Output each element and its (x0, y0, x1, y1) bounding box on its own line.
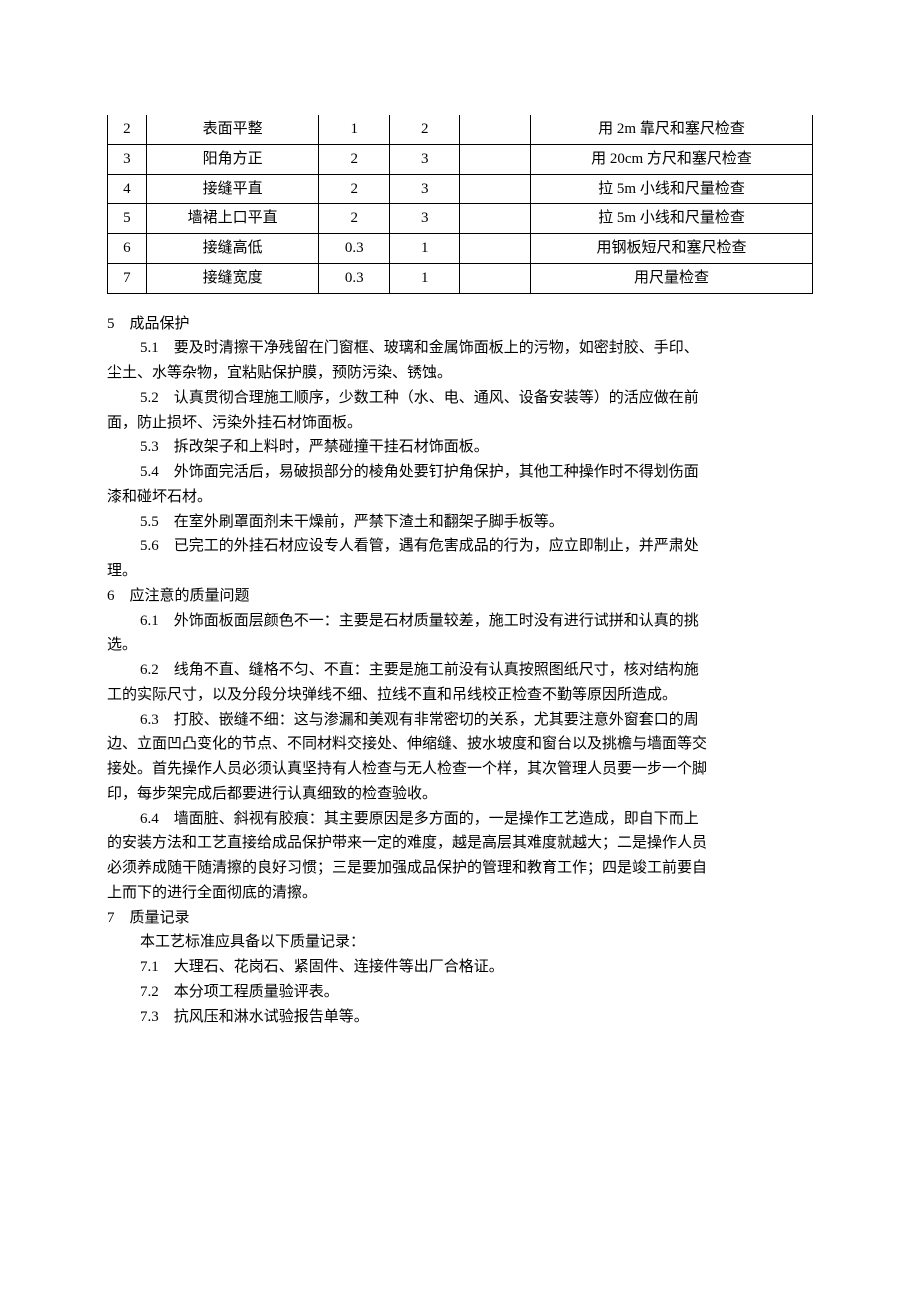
cell-index: 3 (108, 144, 147, 174)
para-6-4b: 的安装方法和工艺直接给成品保护带来一定的难度，越是高层其难度就越大；二是操作人员 (107, 831, 813, 856)
cell-val2: 3 (389, 174, 460, 204)
table-row: 5 墙裙上口平直 2 3 拉 5m 小线和尺量检查 (108, 204, 813, 234)
cell-val3 (460, 115, 531, 144)
para-5-1b: 尘土、水等杂物，宜粘贴保护膜，预防污染、锈蚀。 (107, 361, 813, 386)
cell-val1: 1 (319, 115, 390, 144)
cell-item: 表面平整 (146, 115, 319, 144)
cell-item: 接缝高低 (146, 234, 319, 264)
table-row: 6 接缝高低 0.3 1 用钢板短尺和塞尺检查 (108, 234, 813, 264)
para-6-3c: 接处。首先操作人员必须认真坚持有人检查与无人检查一个样，其次管理人员要一步一个脚 (107, 757, 813, 782)
cell-val3 (460, 234, 531, 264)
cell-index: 7 (108, 263, 147, 293)
para-6-1a: 6.1 外饰面板面层颜色不一：主要是石材质量较差，施工时没有进行试拼和认真的挑 (107, 609, 813, 634)
para-5-2a: 5.2 认真贯彻合理施工顺序，少数工种（水、电、通风、设备安装等）的活应做在前 (107, 386, 813, 411)
cell-index: 5 (108, 204, 147, 234)
cell-val3 (460, 263, 531, 293)
para-5-4b: 漆和碰坏石材。 (107, 485, 813, 510)
para-6-2b: 工的实际尺寸，以及分段分块弹线不细、拉线不直和吊线校正检查不勤等原因所造成。 (107, 683, 813, 708)
cell-item: 接缝宽度 (146, 263, 319, 293)
para-5-3: 5.3 拆改架子和上料时，严禁碰撞干挂石材饰面板。 (107, 435, 813, 460)
cell-method: 用尺量检查 (530, 263, 812, 293)
cell-val2: 3 (389, 204, 460, 234)
para-5-1a: 5.1 要及时清擦干净残留在门窗框、玻璃和金属饰面板上的污物，如密封胶、手印、 (107, 336, 813, 361)
para-6-4d: 上而下的进行全面彻底的清擦。 (107, 881, 813, 906)
para-5-6a: 5.6 已完工的外挂石材应设专人看管，遇有危害成品的行为，应立即制止，并严肃处 (107, 534, 813, 559)
para-5-4a: 5.4 外饰面完活后，易破损部分的棱角处要钉护角保护，其他工种操作时不得划伤面 (107, 460, 813, 485)
cell-val1: 0.3 (319, 263, 390, 293)
table-row: 4 接缝平直 2 3 拉 5m 小线和尺量检查 (108, 174, 813, 204)
table-row: 2 表面平整 1 2 用 2m 靠尺和塞尺检查 (108, 115, 813, 144)
para-6-1b: 选。 (107, 633, 813, 658)
cell-item: 墙裙上口平直 (146, 204, 319, 234)
para-6-3a: 6.3 打胶、嵌缝不细：这与渗漏和美观有非常密切的关系，尤其要注意外窗套口的周 (107, 708, 813, 733)
cell-val1: 0.3 (319, 234, 390, 264)
section-5-head: 5 成品保护 (107, 312, 813, 337)
para-5-2b: 面，防止损坏、污染外挂石材饰面板。 (107, 411, 813, 436)
para-6-2a: 6.2 线角不直、缝格不匀、不直：主要是施工前没有认真按照图纸尺寸，核对结构施 (107, 658, 813, 683)
cell-val3 (460, 144, 531, 174)
tolerance-table: 2 表面平整 1 2 用 2m 靠尺和塞尺检查 3 阳角方正 2 3 用 20c… (107, 115, 813, 294)
para-6-3d: 印，每步架完成后都要进行认真细致的检查验收。 (107, 782, 813, 807)
cell-val2: 3 (389, 144, 460, 174)
para-5-6b: 理。 (107, 559, 813, 584)
para-6-4c: 必须养成随干随清擦的良好习惯；三是要加强成品保护的管理和教育工作；四是竣工前要自 (107, 856, 813, 881)
cell-val1: 2 (319, 144, 390, 174)
para-6-3b: 边、立面凹凸变化的节点、不同材料交接处、伸缩缝、披水坡度和窗台以及挑檐与墙面等交 (107, 732, 813, 757)
cell-method: 用 2m 靠尺和塞尺检查 (530, 115, 812, 144)
cell-index: 6 (108, 234, 147, 264)
para-7-1: 7.1 大理石、花岗石、紧固件、连接件等出厂合格证。 (107, 955, 813, 980)
cell-item: 接缝平直 (146, 174, 319, 204)
cell-item: 阳角方正 (146, 144, 319, 174)
table-row: 7 接缝宽度 0.3 1 用尺量检查 (108, 263, 813, 293)
section-7: 7 质量记录 本工艺标准应具备以下质量记录： 7.1 大理石、花岗石、紧固件、连… (107, 906, 813, 1030)
cell-method: 拉 5m 小线和尺量检查 (530, 174, 812, 204)
cell-method: 拉 5m 小线和尺量检查 (530, 204, 812, 234)
cell-method: 用 20cm 方尺和塞尺检查 (530, 144, 812, 174)
cell-val1: 2 (319, 204, 390, 234)
section-7-head: 7 质量记录 (107, 906, 813, 931)
para-5-5: 5.5 在室外刷罩面剂未干燥前，严禁下渣土和翻架子脚手板等。 (107, 510, 813, 535)
cell-val1: 2 (319, 174, 390, 204)
cell-val2: 2 (389, 115, 460, 144)
cell-val3 (460, 204, 531, 234)
section-6: 6 应注意的质量问题 6.1 外饰面板面层颜色不一：主要是石材质量较差，施工时没… (107, 584, 813, 906)
section-6-head: 6 应注意的质量问题 (107, 584, 813, 609)
cell-method: 用钢板短尺和塞尺检查 (530, 234, 812, 264)
cell-index: 2 (108, 115, 147, 144)
cell-val2: 1 (389, 234, 460, 264)
para-7-3: 7.3 抗风压和淋水试验报告单等。 (107, 1005, 813, 1030)
para-7-2: 7.2 本分项工程质量验评表。 (107, 980, 813, 1005)
cell-index: 4 (108, 174, 147, 204)
para-6-4a: 6.4 墙面脏、斜视有胶痕：其主要原因是多方面的，一是操作工艺造成，即自下而上 (107, 807, 813, 832)
cell-val2: 1 (389, 263, 460, 293)
para-7-0: 本工艺标准应具备以下质量记录： (107, 930, 813, 955)
cell-val3 (460, 174, 531, 204)
section-5: 5 成品保护 5.1 要及时清擦干净残留在门窗框、玻璃和金属饰面板上的污物，如密… (107, 312, 813, 584)
table-row: 3 阳角方正 2 3 用 20cm 方尺和塞尺检查 (108, 144, 813, 174)
